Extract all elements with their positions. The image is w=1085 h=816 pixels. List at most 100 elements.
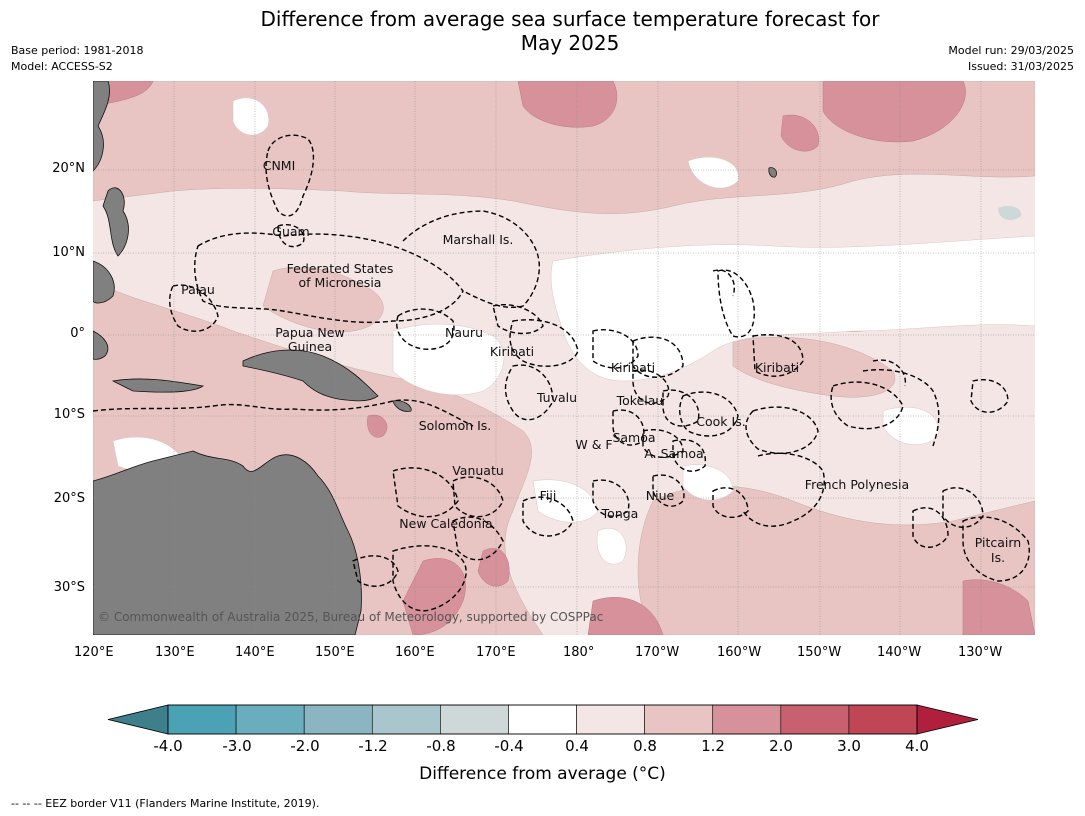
label-png-line2: Guinea [288,339,332,354]
label-nauru: Nauru [445,325,483,340]
lon-label-140e: 140°E [235,645,275,660]
lon-label-150w: 150°W [797,645,842,660]
label-samoa: Samoa [612,430,655,445]
colorbar-extend-low [107,704,169,735]
lon-label-180: 180° [563,645,595,660]
label-cnmi: CNMI [263,158,296,173]
cb-tick-label: -4.0 [153,737,183,755]
label-tonga: Tonga [601,506,639,521]
label-marshall-islands: Marshall Is. [443,232,514,247]
label-fsm-line1: Federated States [287,261,394,276]
lat-label-10s: 10°S [53,407,85,422]
eez-footnote: -- -- -- EEZ border V11 (Flanders Marine… [11,797,320,810]
label-fiji: Fiji [540,488,557,503]
australia [93,450,362,635]
map-copyright: © Commonwealth of Australia 2025, Bureau… [98,610,603,624]
region-labels: CNMI Guam Marshall Is. Federated States … [181,158,1021,565]
cb-tick-label: -2.0 [290,737,320,755]
colorbar-cell [440,704,509,735]
label-fsm-line2: of Micronesia [299,275,382,290]
cb-tick-label: -0.4 [494,737,524,755]
lat-label-10n: 10°N [52,245,85,260]
colorbar-cell [780,704,850,735]
label-palau: Palau [181,282,215,297]
colorbar-cell [848,704,918,735]
lat-label-20n: 20°N [52,161,85,176]
cb-tick-label: 3.0 [837,737,861,755]
graticule [93,81,1035,635]
land-masses [93,81,777,635]
label-pitcairn-line2: Is. [991,550,1005,565]
label-kiribati-east: Kiribati [755,360,799,375]
lon-label-150e: 150°E [315,645,355,660]
sulawesi [93,330,109,360]
new-guinea [242,349,379,402]
chart-title: Difference from average sea surface temp… [170,7,970,55]
lat-label-30s: 30°S [53,580,85,595]
colorbar-cells [107,704,979,735]
colorbar-label: Difference from average (°C) [419,764,666,784]
colorbar-cell [371,704,441,735]
colorbar-outline [167,704,918,735]
cb-tick-label: -3.0 [222,737,252,755]
label-pitcairn-line1: Pitcairn [975,535,1021,550]
lon-label-120e: 120°E [74,645,114,660]
label-kiribati-west: Kiribati [490,344,534,359]
eez-borders [93,134,1030,612]
lon-label-140w: 140°W [877,645,922,660]
label-tuvalu: Tuvalu [536,390,577,405]
cb-tick-label: 1.2 [701,737,725,755]
label-kiribati-central: Kiribati [611,360,655,375]
lon-label-160w: 160°W [717,645,762,660]
anomaly-cool-patch [998,205,1022,220]
lon-label-130w: 130°W [958,645,1003,660]
label-solomon-islands: Solomon Is. [419,418,492,433]
label-png-line1: Papua New [275,325,344,340]
label-vanuatu: Vanuatu [452,463,504,478]
label-new-caledonia: New Caledonia [399,516,492,531]
lon-label-130e: 130°E [155,645,195,660]
lon-label-170w: 170°W [635,645,680,660]
philippine-islands [102,187,129,257]
cb-tick-label: 0.4 [565,737,589,755]
colorbar [107,704,979,735]
label-wallis-futuna: W & F [575,437,612,452]
base-period: Base period: 1981-2018 [11,44,144,57]
label-cook-islands: Cook Is. [696,414,745,429]
colorbar-extend-high [916,704,979,735]
label-french-polynesia: French Polynesia [805,477,909,492]
anomaly-neutral [112,97,1035,565]
title-line-2: May 2025 [520,31,620,55]
model-name: Model: ACCESS-S2 [11,60,113,73]
label-american-samoa: A. Samoa [644,446,703,461]
colorbar-cell [235,704,305,735]
colorbar-cell [576,704,645,735]
lon-label-160e: 160°E [395,645,435,660]
sst-anomaly-map: CNMI Guam Marshall Is. Federated States … [93,81,1035,635]
colorbar-cell [508,704,577,735]
cb-tick-label: -0.8 [426,737,456,755]
label-niue: Niue [646,488,675,503]
indonesia-islands [111,378,205,393]
meta-right: Model run: 29/03/2025 Issued: 31/03/2025 [948,43,1074,75]
philippines [93,81,110,172]
meta-left: Base period: 1981-2018 Model: ACCESS-S2 [11,43,143,75]
cb-tick-label: -1.2 [358,737,388,755]
colorbar-cell [712,704,782,735]
cb-tick-label: 0.8 [633,737,657,755]
lon-label-170e: 170°E [476,645,516,660]
cb-tick-label: 4.0 [905,737,929,755]
solomon-islands [392,400,412,412]
lat-label-0: 0° [70,326,85,341]
cb-tick-label: 2.0 [769,737,793,755]
colorbar-cell [644,704,714,735]
issued-date: Issued: 31/03/2025 [967,60,1074,73]
label-tokelau: Tokelau [616,393,664,408]
colorbar-cell [167,704,237,735]
title-line-1: Difference from average sea surface temp… [260,7,880,31]
label-guam: Guam [272,224,309,239]
borneo-edge [93,260,115,304]
colorbar-cell [303,704,373,735]
model-run: Model run: 29/03/2025 [948,44,1074,57]
lat-label-20s: 20°S [53,491,85,506]
